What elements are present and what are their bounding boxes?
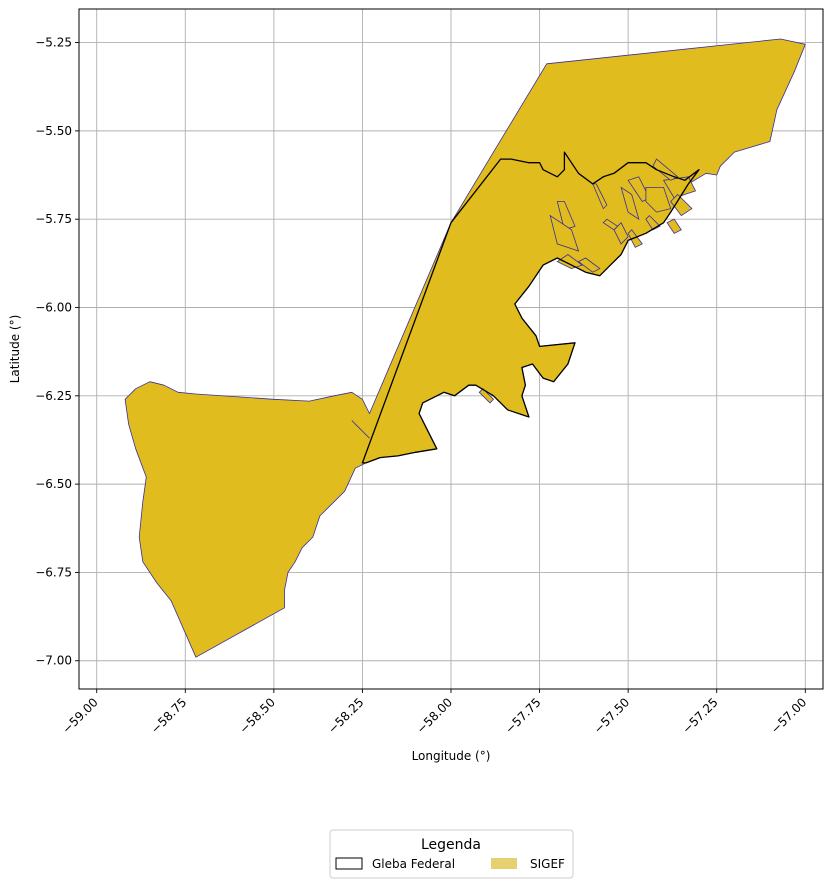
sigef-parcel-5	[670, 193, 693, 217]
y-tick-label: −5.75	[35, 212, 72, 226]
y-tick-label: −6.25	[35, 389, 72, 403]
y-axis-title: Latitude (°)	[8, 315, 22, 384]
sigef-parcel-13	[602, 218, 619, 231]
legend-label-sigef: SIGEF	[530, 857, 565, 871]
y-tick-label: −6.50	[35, 477, 72, 491]
sigef-parcel-6	[592, 183, 608, 210]
sigef-parcel-10	[577, 257, 601, 273]
sigef-parcel-8	[549, 214, 580, 252]
legend: Legenda Gleba Federal SIGEF	[329, 829, 574, 879]
y-tick-label: −5.25	[35, 36, 72, 50]
sigef-parcel-16	[351, 420, 370, 439]
sigef-parcel-2	[645, 186, 672, 213]
legend-swatch-sigef	[491, 858, 517, 869]
gleba-federal-layer	[361, 151, 700, 464]
legend-title: Legenda	[421, 837, 481, 853]
y-tick-label: −5.50	[35, 124, 72, 138]
x-axis-title: Longitude (°)	[412, 749, 491, 763]
y-tick-label: −7.00	[35, 654, 72, 668]
legend-label-gleba-federal: Gleba Federal	[372, 857, 455, 871]
sigef-parcel-1	[620, 186, 640, 221]
sigef-parcel-3	[662, 176, 697, 199]
sigef-parcel-15	[666, 218, 682, 234]
sigef-parcel-4	[652, 158, 679, 181]
sigef-parcel-9	[556, 254, 583, 270]
y-tick-label: −6.75	[35, 565, 72, 579]
sigef-parcel-17	[478, 388, 495, 404]
y-tick-label: −6.00	[35, 300, 72, 314]
sigef-parcel-12	[627, 229, 643, 248]
sigef-parcel-7	[556, 201, 576, 231]
legend-swatch-gleba-federal	[335, 857, 363, 870]
gleba-federal-boundary	[361, 151, 700, 464]
